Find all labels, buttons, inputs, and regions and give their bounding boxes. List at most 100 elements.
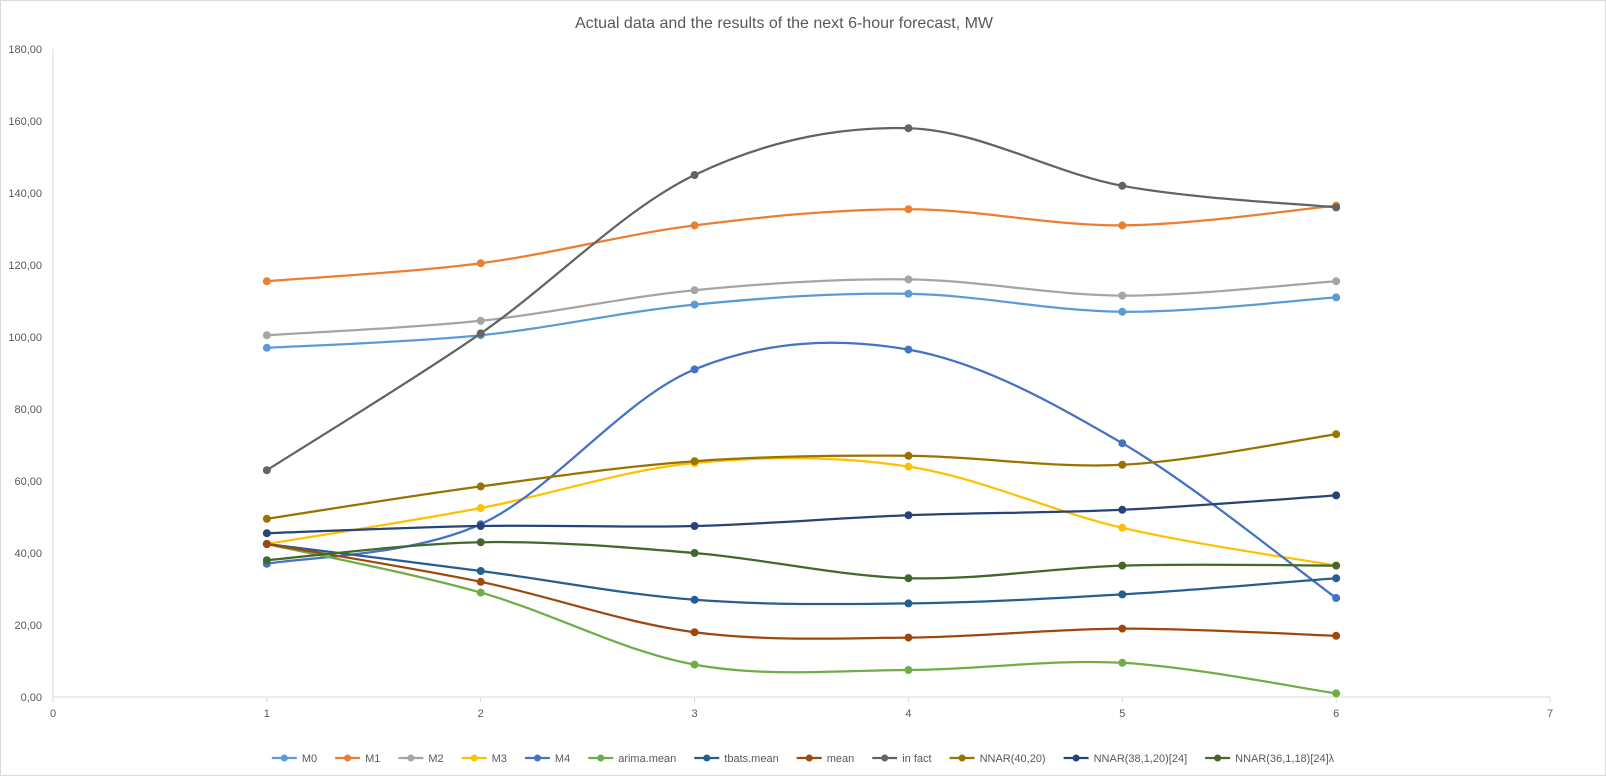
data-point: [690, 286, 699, 295]
data-point: [904, 511, 913, 520]
series-line: [266, 542, 1337, 606]
series-M2: [262, 275, 1341, 340]
data-point: [262, 331, 271, 340]
legend-swatch-marker: [881, 754, 889, 762]
series-NNAR(38,1,20)[24]: [262, 491, 1341, 538]
legend-label: M2: [428, 753, 443, 765]
data-point: [904, 205, 913, 214]
data-point: [476, 522, 485, 530]
legend-item: mean: [796, 753, 855, 765]
legend-swatch-marker: [703, 754, 711, 762]
legend-item: in fact: [872, 753, 932, 765]
data-point: [262, 540, 271, 548]
legend-item: arima.mean: [588, 753, 676, 765]
series-mean: [262, 540, 1341, 642]
series-line: [266, 456, 1337, 567]
legend-label: M0: [302, 753, 317, 765]
chart-title: Actual data and the results of the next …: [575, 15, 994, 32]
data-point: [1118, 561, 1127, 570]
data-point: [1118, 439, 1127, 448]
data-point: [904, 633, 913, 642]
data-point: [1118, 181, 1127, 190]
legend-item: M1: [335, 753, 380, 765]
data-point: [476, 538, 485, 547]
data-point: [1118, 523, 1127, 532]
y-tick-label: 0,00: [21, 692, 42, 704]
data-point: [476, 329, 485, 338]
data-point: [690, 365, 699, 374]
series-line: [266, 542, 1337, 640]
data-point: [1332, 631, 1341, 640]
series-line: [266, 126, 1337, 472]
data-point: [1118, 307, 1127, 316]
legend-label: NNAR(36,1,18)[24]λ: [1235, 753, 1335, 765]
y-tick-label: 160,00: [8, 116, 42, 128]
data-point: [1332, 430, 1341, 439]
series-NNAR(40,20): [262, 430, 1341, 523]
legend-swatch-marker: [1072, 754, 1080, 762]
y-tick-label: 140,00: [8, 188, 42, 200]
x-tick-label: 4: [905, 708, 911, 720]
legend-label: tbats.mean: [724, 753, 778, 765]
y-tick-label: 120,00: [8, 260, 42, 272]
legend-swatch-marker: [280, 754, 288, 762]
legend-label: in fact: [902, 753, 931, 765]
data-point: [262, 556, 271, 565]
x-tick-label: 1: [264, 708, 270, 720]
legend-item: NNAR(38,1,20)[24]: [1063, 753, 1187, 765]
data-point: [262, 277, 271, 286]
data-point: [262, 343, 271, 352]
data-point: [1118, 291, 1127, 300]
legend-swatch-marker: [958, 754, 966, 762]
data-point: [690, 660, 699, 669]
legend-item: NNAR(36,1,18)[24]λ: [1205, 753, 1335, 765]
data-point: [904, 599, 913, 608]
data-point: [690, 522, 699, 530]
legend-swatch-marker: [597, 754, 605, 762]
legend-item: M2: [398, 753, 444, 765]
data-point: [476, 577, 485, 586]
y-tick-label: 20,00: [14, 620, 42, 632]
y-tick-label: 80,00: [14, 404, 42, 416]
series-line: [266, 204, 1337, 283]
legend-swatch-marker: [805, 754, 813, 762]
x-tick-label: 3: [692, 708, 698, 720]
data-point: [476, 588, 485, 597]
x-tick-label: 6: [1333, 708, 1339, 720]
series-line: [266, 278, 1337, 337]
data-point: [904, 345, 913, 354]
series-line: [266, 542, 1337, 695]
x-tick-label: 2: [478, 708, 484, 720]
legend-label: M3: [492, 753, 507, 765]
data-point: [904, 574, 913, 583]
data-point: [262, 514, 271, 523]
data-point: [1118, 460, 1127, 469]
data-point: [690, 549, 699, 557]
series-line: [266, 341, 1337, 599]
data-point: [690, 595, 699, 604]
legend: M0 M1 M2 M3 M4 arima.mean tbats.mean mean in fac…: [271, 753, 1335, 765]
data-point: [904, 666, 913, 674]
data-point: [690, 628, 699, 637]
data-point: [1332, 293, 1341, 302]
legend-swatch-marker: [533, 754, 541, 762]
data-point: [690, 457, 699, 466]
data-point: [1118, 221, 1127, 230]
x-tick-label: 0: [50, 708, 56, 720]
series-M1: [262, 201, 1341, 286]
data-point: [1332, 491, 1341, 500]
data-point: [476, 482, 485, 491]
data-point: [1118, 505, 1127, 514]
data-point: [690, 300, 699, 309]
data-point: [904, 289, 913, 298]
legend-label: NNAR(40,20): [980, 753, 1046, 765]
legend-label: mean: [827, 753, 855, 765]
legend-label: arima.mean: [618, 753, 676, 765]
series-line: [266, 540, 1337, 580]
data-point: [1332, 561, 1341, 570]
y-tick-label: 60,00: [14, 476, 42, 488]
legend-label: M4: [555, 753, 570, 765]
series-line: [266, 494, 1337, 535]
data-point: [904, 462, 913, 471]
